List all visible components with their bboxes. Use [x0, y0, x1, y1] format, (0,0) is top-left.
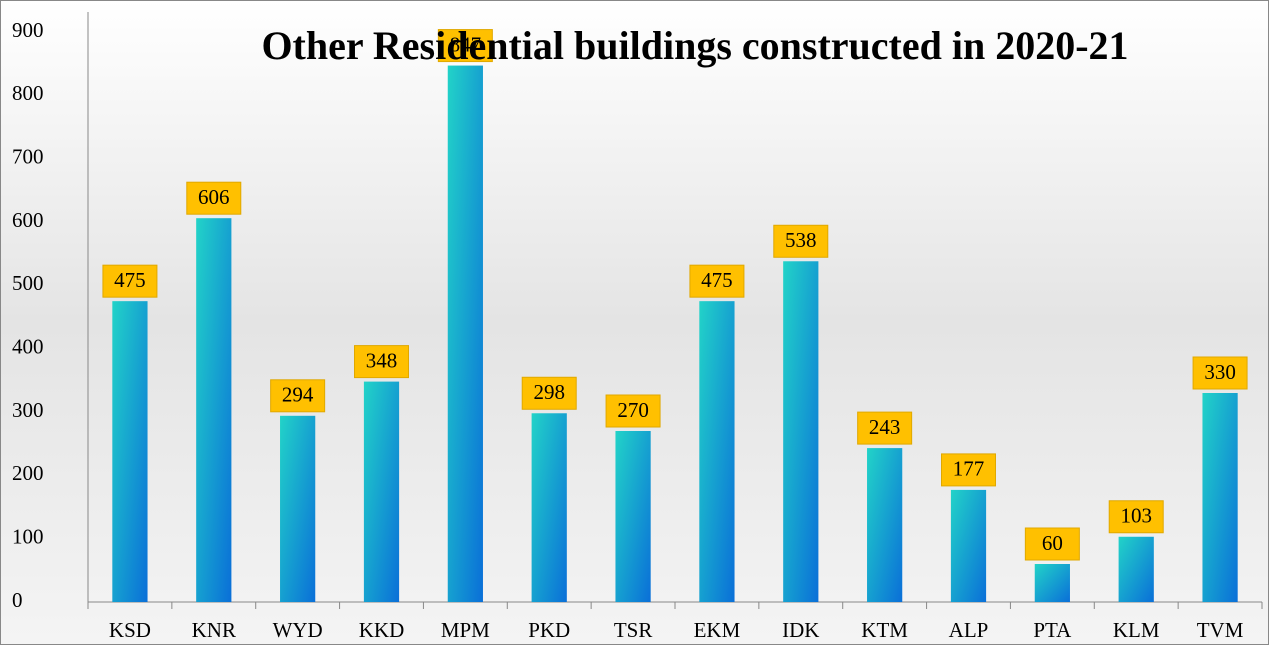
data-label-box: [102, 264, 158, 298]
data-label: 606: [198, 185, 230, 209]
x-tick-label: ALP: [949, 618, 989, 642]
data-label-box: [521, 376, 577, 410]
y-tick-label: 900: [12, 18, 44, 42]
y-tick-label: 400: [12, 334, 44, 358]
data-label-box: [186, 181, 242, 215]
x-tick-label: IDK: [782, 618, 819, 642]
y-tick-label: 0: [12, 588, 23, 612]
bar: [531, 413, 567, 602]
x-tick-label: KNR: [192, 618, 236, 642]
data-label: 298: [533, 380, 565, 404]
y-tick-label: 600: [12, 208, 44, 232]
x-tick-label: KKD: [359, 618, 405, 642]
y-tick-label: 700: [12, 144, 44, 168]
data-label-box: [437, 29, 493, 63]
data-label-box: [1108, 500, 1164, 534]
bar: [363, 381, 400, 602]
data-label: 348: [366, 348, 398, 372]
bar: [783, 261, 819, 602]
bar: [447, 65, 483, 603]
bar: [699, 301, 735, 602]
data-label-box: [354, 345, 409, 379]
bar: [950, 489, 987, 602]
data-label-box: [605, 394, 661, 428]
data-label-box: [941, 453, 996, 487]
data-label-box: [773, 224, 829, 258]
data-label-box: [689, 264, 745, 298]
x-tick-label: KTM: [861, 618, 908, 642]
data-label: 294: [282, 383, 314, 407]
x-tick-label: TSR: [614, 618, 653, 642]
y-tick-label: 200: [12, 461, 44, 485]
bar: [1034, 564, 1070, 602]
y-tick-label: 300: [12, 398, 44, 422]
x-tick-label: PKD: [528, 618, 570, 642]
x-tick-label: PTA: [1033, 618, 1072, 642]
y-tick-label: 800: [12, 81, 44, 105]
y-tick-label: 500: [12, 271, 44, 295]
bar: [112, 301, 148, 602]
data-label: 270: [617, 398, 649, 422]
data-label-box: [857, 411, 913, 445]
x-tick-label: KSD: [109, 618, 151, 642]
data-label: 330: [1204, 360, 1236, 384]
bar: [196, 218, 232, 602]
data-label: 538: [785, 228, 817, 252]
x-tick-label: MPM: [441, 618, 490, 642]
data-label: 847: [450, 32, 482, 56]
bar: [1118, 536, 1154, 602]
data-label-box: [1024, 527, 1080, 561]
data-label: 177: [953, 457, 985, 481]
bar: [615, 431, 651, 602]
bar: [867, 448, 903, 602]
bar: [1202, 393, 1238, 602]
x-tick-label: WYD: [273, 618, 323, 642]
x-tick-label: TVM: [1197, 618, 1244, 642]
x-tick-label: EKM: [694, 618, 741, 642]
data-label: 475: [701, 268, 733, 292]
data-label: 243: [869, 415, 901, 439]
data-label-box: [270, 379, 326, 413]
data-label-box: [1192, 356, 1248, 390]
bar: [280, 415, 316, 602]
chart-title: Other Residential buildings constructed …: [261, 23, 1129, 68]
data-label: 60: [1042, 531, 1063, 555]
x-tick-label: KLM: [1113, 618, 1160, 642]
y-tick-label: 100: [12, 524, 44, 548]
data-label: 103: [1120, 504, 1152, 528]
data-label: 475: [114, 268, 146, 292]
